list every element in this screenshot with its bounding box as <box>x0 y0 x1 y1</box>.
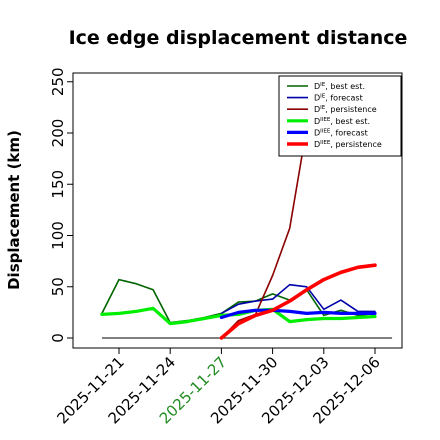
series-line-d-ie-persistence <box>220 127 308 339</box>
legend-entry: DIIEE, persistence <box>314 140 382 149</box>
chart-title: Ice edge displacement distance <box>69 27 408 49</box>
y-tick-label: 100 <box>49 221 67 250</box>
y-axis-label: Displacement (km) <box>5 130 23 290</box>
series-line-d-ie-best-est <box>101 278 376 324</box>
legend: DIE, best est. DIE, forecast DIE, persiste… <box>278 75 402 157</box>
y-tick-label: 0 <box>49 333 67 343</box>
legend-entry: DIIEE, forecast <box>314 128 368 137</box>
series-line-d-iiee-best-est <box>100 306 377 326</box>
y-tick-label: 150 <box>49 170 67 199</box>
series-line-d-iiee-persistence <box>219 263 377 340</box>
legend-entry: DIE, best est. <box>314 82 365 91</box>
y-tick-label: 50 <box>49 277 67 296</box>
y-tick-label: 250 <box>49 67 67 96</box>
legend-entry: DIE, forecast <box>314 94 363 103</box>
legend-entry: DIIEE, best est. <box>314 117 370 126</box>
series-line-d-ie-forecast <box>220 283 376 315</box>
plot-frame <box>72 72 403 349</box>
legend-entry: DIE, persistence <box>314 105 377 114</box>
y-tick-label: 200 <box>49 119 67 148</box>
series-line-d-iiee-forecast <box>219 308 377 320</box>
